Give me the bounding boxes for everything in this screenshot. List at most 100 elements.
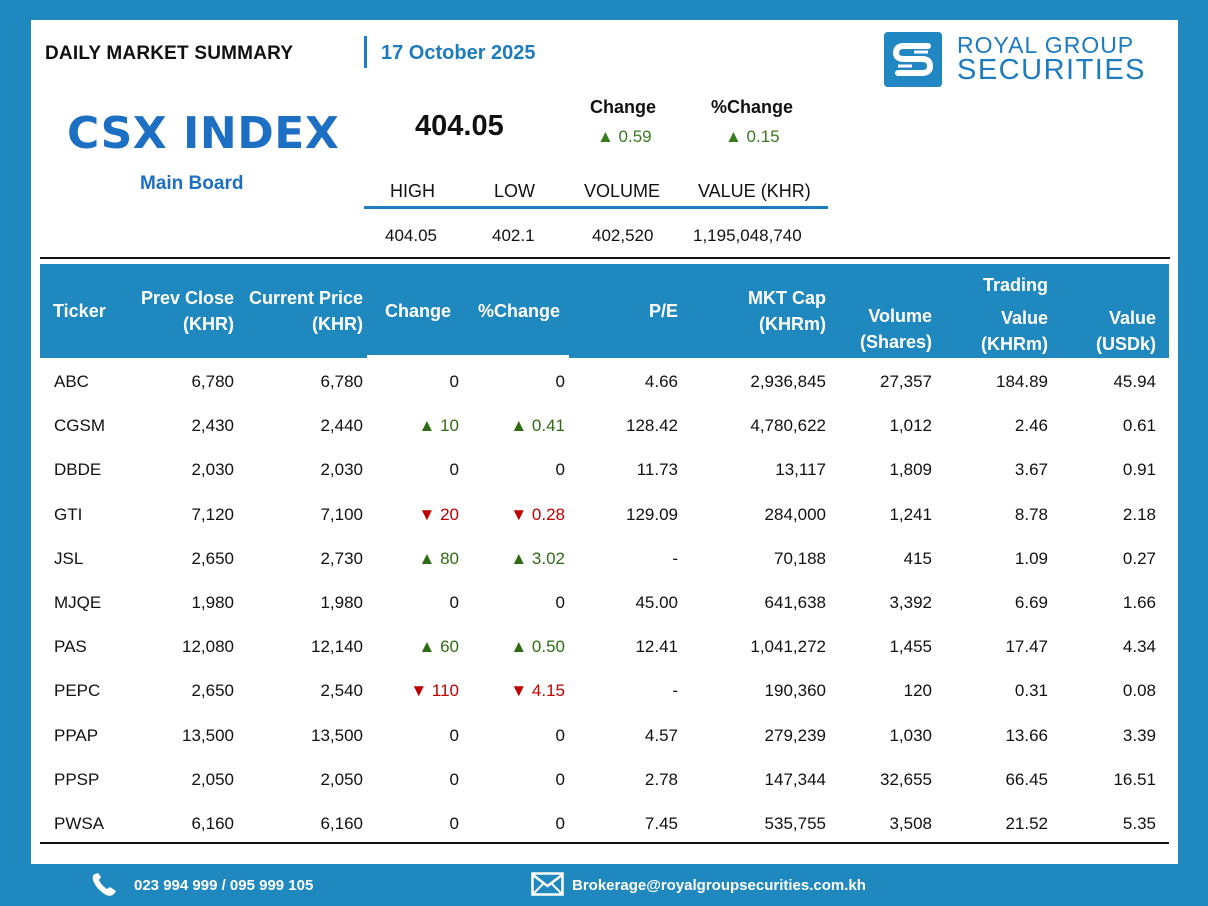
cell-mkt-cap: 70,188	[774, 548, 826, 568]
cell-change: ▲ 60	[418, 637, 459, 657]
stat-label-value: VALUE (KHR)	[698, 181, 811, 201]
cell-prev-close: 2,650	[191, 548, 234, 568]
cell-ticker: PWSA	[54, 814, 105, 833]
cell-change: 0	[449, 814, 459, 833]
cell-prev-close: 2,650	[191, 681, 234, 701]
cell-value-khr: 3.67	[1014, 460, 1048, 480]
cell-pct-change: 0	[555, 460, 565, 480]
cell-ticker: PPAP	[54, 725, 99, 745]
cell-volume: 1,455	[889, 637, 932, 657]
table-row: PWSA 6,160 6,160 0 0 7.45 535,755 3,508 21.52 5.3…	[40, 802, 1169, 846]
cell-current-price: 12,140	[311, 637, 363, 657]
cell-value-usd: 5.35	[1122, 814, 1156, 833]
stat-value-low: 402.1	[492, 226, 535, 245]
index-change-label: Change	[590, 97, 657, 117]
cell-current-price: 1,980	[320, 593, 363, 612]
cell-value-khr: 13.66	[1005, 725, 1048, 745]
cell-current-price: 2,050	[320, 769, 363, 789]
phone-icon	[90, 872, 120, 903]
cell-pct-change: ▲ 0.50	[510, 637, 565, 657]
col-value-usd-1: Value	[1108, 308, 1156, 328]
cell-current-price: 13,500	[311, 725, 363, 745]
brand-logo: ROYAL GROUP SECURITIES	[884, 32, 1145, 92]
cell-change: 0	[449, 769, 459, 789]
cell-value-khr: 66.45	[1005, 769, 1048, 789]
index-pct-change-label: %Change	[711, 97, 794, 117]
cell-current-price: 2,440	[320, 416, 363, 436]
cell-mkt-cap: 147,344	[764, 769, 826, 789]
cell-pct-change: 0	[555, 593, 565, 612]
cell-ticker: GTI	[54, 504, 83, 524]
report-title: DAILY MARKET SUMMARY	[45, 43, 294, 64]
cell-pct-change: 0	[555, 725, 565, 745]
cell-pe: -	[672, 681, 678, 701]
cell-current-price: 6,780	[320, 372, 363, 391]
cell-value-khr: 1.09	[1014, 548, 1048, 568]
cell-current-price: 2,030	[320, 460, 363, 480]
cell-value-khr: 184.89	[996, 372, 1048, 391]
cell-change: ▲ 80	[418, 548, 459, 568]
cell-ticker: PPSP	[54, 769, 100, 789]
cell-value-khr: 17.47	[1005, 637, 1048, 657]
cell-current-price: 7,100	[320, 504, 363, 524]
cell-pct-change: ▼ 4.15	[510, 681, 565, 701]
footer: 023 994 999 / 095 999 105 Brokerage@roya…	[0, 864, 1208, 906]
cell-value-khr: 2.46	[1014, 416, 1048, 436]
brand-name-line1: ROYAL GROUP	[957, 32, 1135, 58]
stat-label-volume: VOLUME	[584, 181, 661, 201]
cell-mkt-cap: 641,638	[764, 593, 826, 612]
table-row: PEPC 2,650 2,540 ▼ 110 ▼ 4.15 - 190,360 120 0.31…	[40, 669, 1169, 713]
cell-prev-close: 6,780	[191, 372, 234, 391]
col-volume-1: Volume	[868, 306, 932, 326]
table-header: Ticker Prev Close (KHR) Current Price (K…	[40, 264, 1169, 358]
cell-value-usd: 4.34	[1122, 637, 1156, 657]
cell-change: ▼ 20	[418, 504, 459, 524]
table-row: MJQE 1,980 1,980 0 0 45.00 641,638 3,392 6.69 1.6…	[40, 581, 1169, 625]
cell-pct-change: ▲ 3.02	[510, 548, 565, 568]
index-pct-change-value: ▲ 0.15	[725, 127, 780, 146]
cell-volume: 1,241	[889, 504, 932, 524]
header-notch	[367, 355, 569, 358]
market-summary-card: DAILY MARKET SUMMARY 17 October 2025 ROY…	[31, 20, 1178, 864]
cell-change: 0	[449, 725, 459, 745]
cell-change: 0	[449, 372, 459, 391]
table-row: PPAP 13,500 13,500 0 0 4.57 279,239 1,030 13.66 3…	[40, 714, 1169, 758]
table-bottom-border	[40, 842, 1169, 844]
cell-volume: 27,357	[880, 372, 932, 391]
cell-mkt-cap: 279,239	[764, 725, 826, 745]
cell-current-price: 6,160	[320, 814, 363, 833]
table-row: JSL 2,650 2,730 ▲ 80 ▲ 3.02 - 70,188 415 1.09 0.2…	[40, 537, 1169, 581]
envelope-icon	[531, 872, 564, 901]
section-divider	[40, 257, 1170, 259]
cell-prev-close: 1,980	[191, 593, 234, 612]
stats-underline	[364, 206, 828, 209]
cell-prev-close: 6,160	[191, 814, 234, 833]
stat-label-low: LOW	[494, 181, 536, 201]
cell-mkt-cap: 535,755	[764, 814, 826, 833]
cell-mkt-cap: 13,117	[775, 460, 826, 480]
cell-change: ▼ 110	[410, 681, 459, 701]
cell-value-usd: 3.39	[1122, 725, 1156, 745]
cell-prev-close: 12,080	[182, 637, 234, 657]
cell-ticker: ABC	[54, 372, 89, 391]
cell-pct-change: 0	[555, 769, 565, 789]
cell-pe: 128.42	[626, 416, 678, 436]
cell-mkt-cap: 284,000	[764, 504, 826, 524]
cell-ticker: PAS	[54, 637, 87, 657]
cell-volume: 32,655	[880, 769, 932, 789]
cell-ticker: CGSM	[54, 416, 105, 436]
brand-logo-icon	[884, 32, 942, 87]
index-value: 404.05	[415, 110, 504, 142]
footer-email[interactable]: Brokerage@royalgroupsecurities.com.kh	[572, 877, 866, 894]
index-board: Main Board	[140, 173, 244, 194]
footer-phone[interactable]: 023 994 999 / 095 999 105	[134, 877, 314, 894]
cell-value-usd: 0.08	[1122, 681, 1156, 701]
cell-value-usd: 1.66	[1122, 593, 1156, 612]
col-pe: P/E	[648, 301, 678, 321]
cell-pe: -	[672, 548, 678, 568]
cell-volume: 120	[903, 681, 932, 701]
col-mkt-cap-1: MKT Cap	[748, 288, 826, 308]
stat-value-volume: 402,520	[592, 226, 654, 245]
cell-value-khr: 8.78	[1014, 504, 1048, 524]
cell-mkt-cap: 1,041,272	[750, 637, 826, 657]
